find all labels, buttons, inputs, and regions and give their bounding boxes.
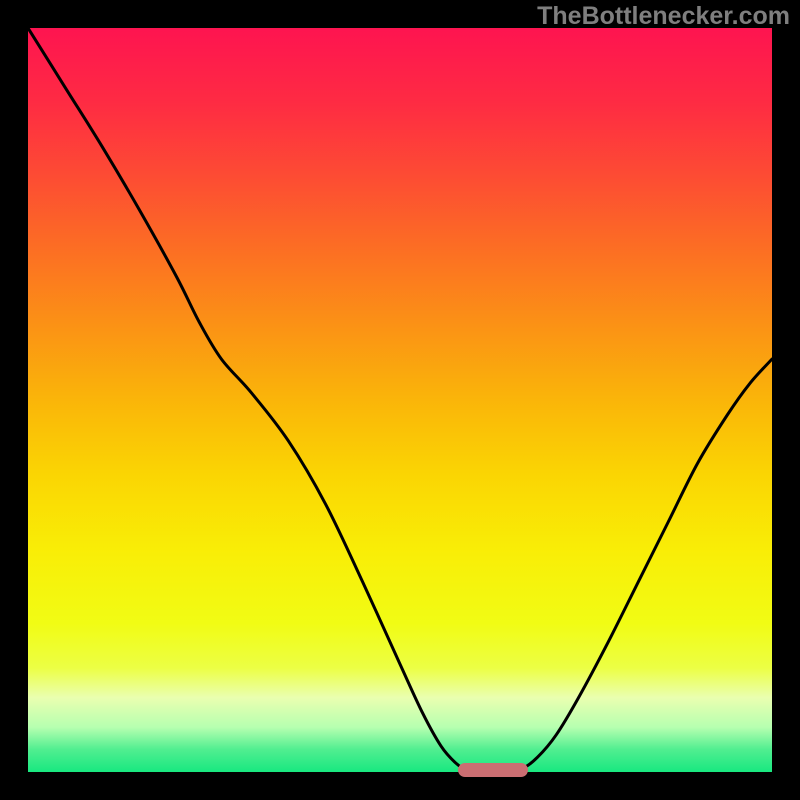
gradient-background	[28, 28, 772, 772]
bottleneck-marker	[458, 763, 529, 777]
plot-svg	[28, 28, 772, 772]
watermark-text: TheBottlenecker.com	[537, 2, 790, 31]
plot-area	[28, 28, 772, 772]
chart-frame: TheBottlenecker.com	[0, 0, 800, 800]
